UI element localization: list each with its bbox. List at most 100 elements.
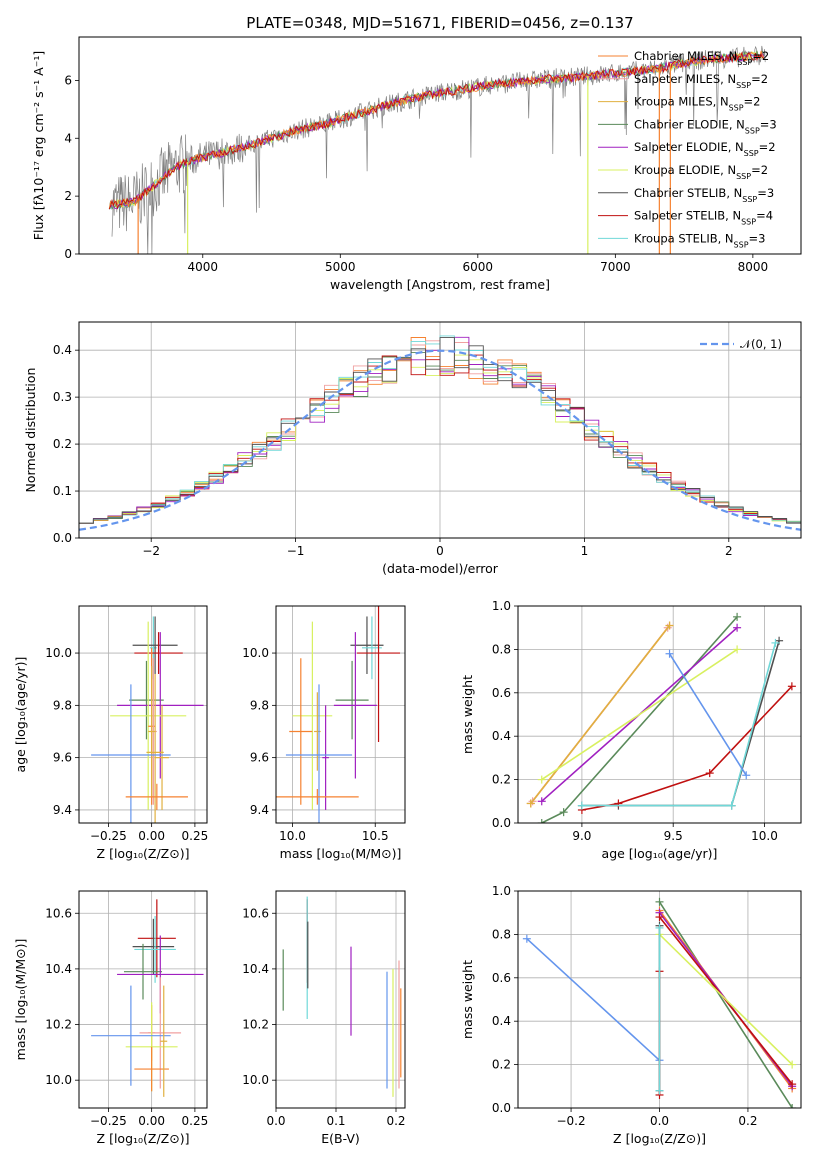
- x-tick-label: 9.0: [572, 829, 591, 843]
- x-tick-label: 1: [581, 544, 589, 558]
- age-vs-metallicity-panel: −0.25 0.00 0.25 9.4 9.6 9.8 10.0 Z [log₁₀(Z/Z⊙)…: [13, 605, 209, 861]
- plot-area: [282, 896, 402, 1097]
- y-tick-label: 0.0: [492, 1101, 511, 1115]
- x-axis-label: Z [log₁₀(Z/Z⊙)]: [97, 846, 190, 861]
- plot-area: [79, 335, 801, 538]
- x-tick-label: −0.25: [90, 829, 127, 843]
- x-axis-label: mass [log₁₀(M/M⊙)]: [280, 846, 402, 861]
- x-axis-label: wavelength [Angstrom, rest frame]: [330, 277, 550, 292]
- x-tick-label: 0.2: [386, 1114, 405, 1128]
- spectrum-legend: Chabrier MILES, NSSP=2 Salpeter MILES, NS…: [598, 49, 777, 249]
- y-tick-label: 0.2: [53, 437, 72, 451]
- y-tick-label: 10.6: [45, 906, 72, 920]
- weight-vs-metallicity-panel: −0.2 0.0 0.2 0.0 0.2 0.4 0.6 0.8 1.0 Z [log₁₀(Z/Z…: [460, 884, 802, 1146]
- y-tick-label: 0.3: [53, 390, 72, 404]
- model-spectrum-line: [108, 51, 764, 210]
- y-axis-label: Flux [fλ10⁻¹⁷ erg cm⁻² s⁻¹ A⁻¹]: [31, 51, 46, 240]
- axes-frame: [275, 890, 406, 1109]
- y-tick-label: 1.0: [492, 884, 511, 898]
- legend-entry: 𝒩(0, 1): [740, 337, 782, 351]
- mass-vs-metallicity-panel: −0.25 0.00 0.25 10.0 10.2 10.4 10.6 Z [log₁₀(Z/…: [13, 890, 209, 1146]
- x-tick-label: 0.0: [650, 1114, 669, 1128]
- weight-line: [526, 938, 661, 1061]
- weight-line: [581, 640, 780, 807]
- y-tick-label: 0.8: [492, 642, 511, 656]
- y-tick-label: 0.2: [492, 1058, 511, 1072]
- y-tick-label: 0.6: [492, 686, 511, 700]
- y-tick-label: 10.0: [242, 646, 269, 660]
- x-tick-label: 0.25: [182, 829, 209, 843]
- y-axis-label: age [log₁₀(age/yr)]: [13, 657, 28, 773]
- x-tick-label: 4000: [187, 260, 218, 274]
- axes-frame: [78, 605, 208, 824]
- y-tick-label: 10.0: [45, 646, 72, 660]
- y-tick-label: 9.8: [250, 698, 269, 712]
- x-tick-label: −0.25: [90, 1114, 127, 1128]
- axes-frame: [78, 36, 802, 255]
- y-tick-label: 9.6: [250, 751, 269, 765]
- y-tick-label: 0.1: [53, 484, 72, 498]
- y-tick-label: 9.4: [53, 803, 72, 817]
- x-tick-label: −2: [142, 544, 160, 558]
- plot-area: [526, 612, 796, 823]
- y-axis-label: mass [log₁₀(M/M⊙)]: [13, 939, 28, 1061]
- x-axis-label: Z [log₁₀(Z/Z⊙)]: [97, 1131, 190, 1146]
- plot-area: [522, 897, 797, 1108]
- y-tick-label: 10.4: [242, 962, 269, 976]
- x-tick-label: 9.5: [664, 829, 683, 843]
- y-tick-label: 6: [64, 73, 72, 87]
- axes-frame: [275, 605, 406, 824]
- weight-line: [541, 648, 738, 781]
- legend-entry: Salpeter ELODIE, NSSP=2: [634, 140, 776, 158]
- y-tick-label: 0.4: [492, 1014, 511, 1028]
- y-tick-label: 0: [64, 247, 72, 261]
- x-tick-label: −0.2: [556, 1114, 585, 1128]
- x-tick-label: 8000: [738, 260, 769, 274]
- x-tick-label: 0.25: [182, 1114, 209, 1128]
- y-tick-label: 0.4: [492, 729, 511, 743]
- x-tick-label: 5000: [325, 260, 356, 274]
- x-tick-label: 7000: [600, 260, 631, 274]
- y-tick-label: 9.4: [250, 803, 269, 817]
- y-tick-label: 10.6: [242, 906, 269, 920]
- axes-frame: [78, 890, 208, 1109]
- y-tick-label: 2: [64, 189, 72, 203]
- plot-area: [91, 616, 204, 823]
- y-tick-label: 10.0: [242, 1073, 269, 1087]
- y-tick-label: 0.2: [492, 773, 511, 787]
- weight-line: [581, 685, 793, 811]
- x-tick-label: 6000: [463, 260, 494, 274]
- age-vs-mass-panel: 10.0 10.5 9.4 9.6 9.8 10.0 mass [log₁₀(M/M⊙)]: [242, 605, 406, 861]
- legend-entry: Chabrier ELODIE, NSSP=3: [634, 117, 777, 135]
- weight-line: [541, 616, 738, 823]
- x-tick-label: −1: [287, 544, 305, 558]
- y-tick-label: 1.0: [492, 599, 511, 613]
- x-tick-label: 0.2: [738, 1114, 757, 1128]
- y-tick-label: 9.8: [53, 698, 72, 712]
- mass-vs-extinction-panel: 0.0 0.1 0.2 10.0 10.2 10.4 10.6 E(B-V): [242, 890, 406, 1146]
- x-tick-label: 0.1: [326, 1114, 345, 1128]
- weight-line: [658, 933, 793, 1066]
- legend-entry: Kroupa STELIB, NSSP=3: [634, 231, 765, 249]
- legend-entry: Kroupa ELODIE, NSSP=2: [634, 163, 768, 181]
- y-tick-label: 0.6: [492, 971, 511, 985]
- y-tick-label: 4: [64, 131, 72, 145]
- weight-line: [658, 901, 793, 1108]
- x-axis-label: age [log₁₀(age/yr)]: [602, 846, 718, 861]
- weight-vs-age-panel: 9.0 9.5 10.0 0.0 0.2 0.4 0.6 0.8 1.0 age [log₁₀(a…: [460, 599, 802, 861]
- x-tick-label: 2: [725, 544, 733, 558]
- normal-distribution-curve: [79, 349, 801, 531]
- figure-title: PLATE=0348, MJD=51671, FIBERID=0456, z=0…: [246, 14, 633, 32]
- y-tick-label: 0.0: [53, 531, 72, 545]
- plot-area: [276, 606, 401, 823]
- model-spectrum-line: [108, 50, 765, 210]
- weight-line: [530, 625, 671, 804]
- y-axis-label: mass weight: [460, 960, 475, 1039]
- y-tick-label: 0.0: [492, 816, 511, 830]
- x-tick-label: 10.5: [362, 829, 389, 843]
- y-tick-label: 9.6: [53, 751, 72, 765]
- spectrum-panel: 4000 5000 6000 7000 8000 0 2 4 6 wavelength [Angs…: [31, 36, 802, 292]
- axes-frame: [517, 605, 802, 824]
- legend-entry: Salpeter STELIB, NSSP=4: [634, 209, 773, 227]
